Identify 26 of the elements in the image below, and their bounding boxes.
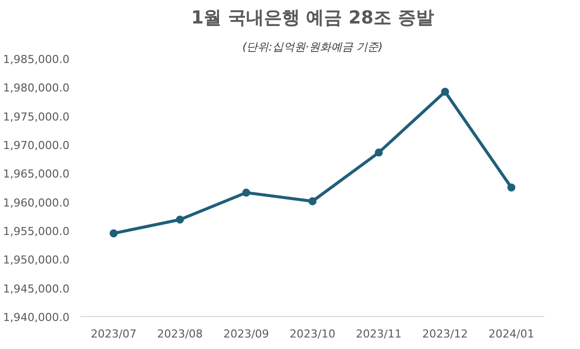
chart-subtitle: (단위:십억원·원화예금 기준): [242, 40, 383, 54]
x-tick-label: 2024/01: [488, 328, 534, 340]
y-tick-label: 1,975,000.0: [3, 110, 70, 124]
x-tick-label: 2023/07: [90, 328, 136, 340]
y-tick-label: 1,950,000.0: [3, 254, 70, 267]
x-tick-label: 2023/12: [422, 328, 468, 340]
x-tick-label: 2023/11: [356, 328, 402, 340]
x-tick-label: 2023/08: [157, 328, 203, 340]
y-tick-label: 1,955,000.0: [3, 225, 70, 238]
y-tick-label: 1,965,000.0: [3, 168, 70, 181]
x-tick-label: 2023/09: [223, 328, 270, 340]
point: [308, 197, 316, 206]
point: [242, 188, 250, 197]
y-tick-label: 1,980,000.0: [3, 82, 70, 95]
point: [176, 216, 184, 224]
y-tick-label: 1,940,000.0: [3, 311, 70, 324]
y-tick-label: 1,960,000.0: [3, 196, 70, 210]
x-tick-label: 2023/10: [290, 328, 336, 340]
point: [507, 184, 516, 192]
y-tick-label: 1,945,000.0: [3, 282, 70, 296]
y-tick-label: 1,985,000.0: [3, 53, 70, 66]
point: [110, 229, 118, 238]
y-tick-label: 1,970,000.0: [3, 139, 70, 152]
point: [374, 148, 383, 157]
chart-title: 1월 국내은행 예금 28조 증발: [191, 8, 434, 28]
point: [441, 88, 450, 96]
